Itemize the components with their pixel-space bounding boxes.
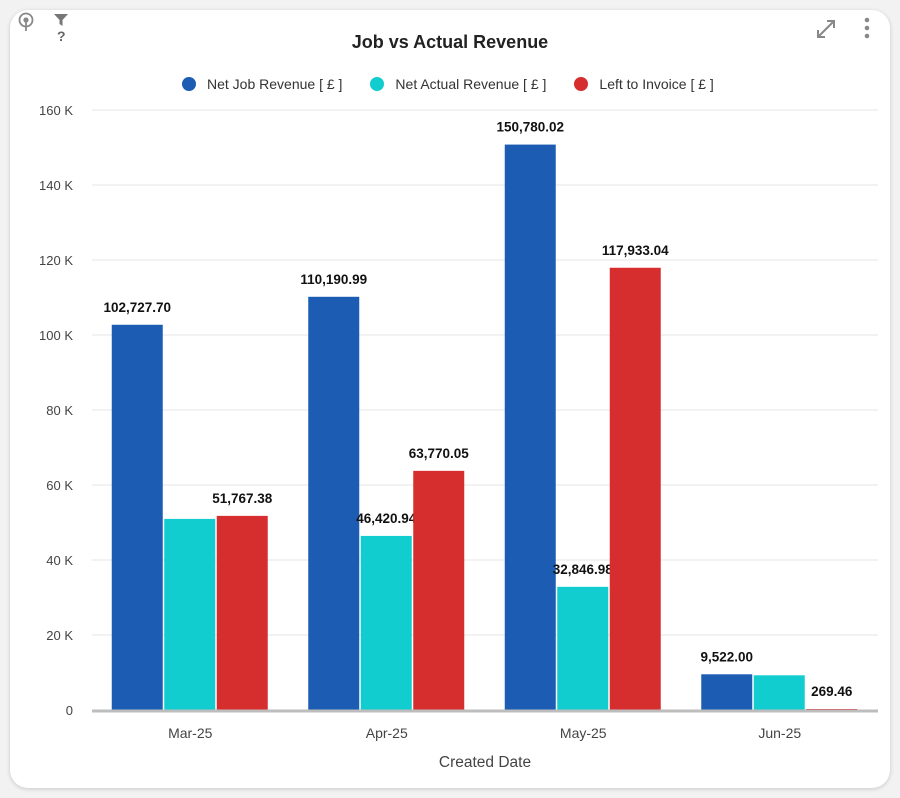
bar [609, 267, 661, 710]
x-tick-label: Apr-25 [366, 725, 408, 741]
y-tick-label: 60 K [46, 478, 73, 493]
y-tick-label: 100 K [39, 328, 73, 343]
data-label: 51,767.38 [212, 491, 273, 506]
bar [753, 675, 805, 710]
bar [413, 470, 465, 710]
legend-item-net-job-revenue[interactable]: Net Job Revenue [ £ ] [182, 76, 342, 92]
chart-title: Job vs Actual Revenue [351, 32, 549, 52]
y-tick-label: 160 K [39, 103, 73, 118]
chart-legend: Net Job Revenue [ £ ] Net Actual Revenue… [182, 76, 742, 92]
y-tick-label: 80 K [46, 403, 73, 418]
legend-label: Net Job Revenue [ £ ] [207, 76, 343, 92]
bar [308, 296, 360, 710]
y-tick-label: 0 [66, 703, 73, 718]
bar [504, 144, 556, 710]
pin-icon[interactable] [17, 12, 35, 37]
legend-swatch [370, 77, 385, 91]
data-label: 269.46 [811, 684, 853, 699]
kebab-menu-icon[interactable] [860, 17, 874, 44]
data-label: 9,522.00 [700, 649, 753, 664]
bar [164, 518, 216, 710]
x-tick-label: Jun-25 [758, 725, 801, 741]
y-tick-label: 40 K [46, 553, 73, 568]
y-tick-label: 140 K [39, 178, 73, 193]
filter-icon[interactable] [53, 13, 69, 32]
x-tick-label: May-25 [560, 725, 607, 741]
data-label: 117,933.04 [602, 243, 669, 258]
data-label: 150,780.02 [496, 120, 564, 135]
bar-chart: 0 20 K 40 K 60 K 80 K 100 K 120 K 140 K 160 K 102… [39, 103, 878, 771]
bar [806, 708, 858, 710]
question-icon[interactable]: ? [57, 28, 66, 44]
legend-label: Left to Invoice [ £ ] [599, 76, 714, 92]
bar [701, 674, 753, 710]
x-axis-title: Created Date [439, 754, 531, 771]
data-label: 110,190.99 [300, 272, 367, 287]
expand-icon[interactable] [814, 17, 838, 46]
bar [557, 586, 609, 710]
legend-item-net-actual-revenue[interactable]: Net Actual Revenue [ £ ] [370, 76, 546, 92]
bar [360, 535, 412, 710]
data-label: 46,420.94 [356, 511, 417, 526]
legend-swatch [574, 77, 589, 91]
data-label: 63,770.05 [409, 446, 470, 461]
bar [216, 515, 268, 710]
y-tick-label: 120 K [39, 253, 73, 268]
legend-swatch [182, 77, 196, 91]
legend-label: Net Actual Revenue [ £ ] [395, 76, 547, 92]
y-tick-label: 20 K [46, 628, 73, 643]
chart-card: ? Job vs Actual Revenue Net Job Revenue … [10, 10, 890, 788]
legend-item-left-to-invoice[interactable]: Left to Invoice [ £ ] [574, 76, 714, 92]
bar [111, 324, 163, 710]
x-tick-label: Mar-25 [168, 725, 213, 741]
data-label: 32,846.98 [553, 562, 614, 577]
data-label: 102,727.70 [103, 300, 171, 315]
